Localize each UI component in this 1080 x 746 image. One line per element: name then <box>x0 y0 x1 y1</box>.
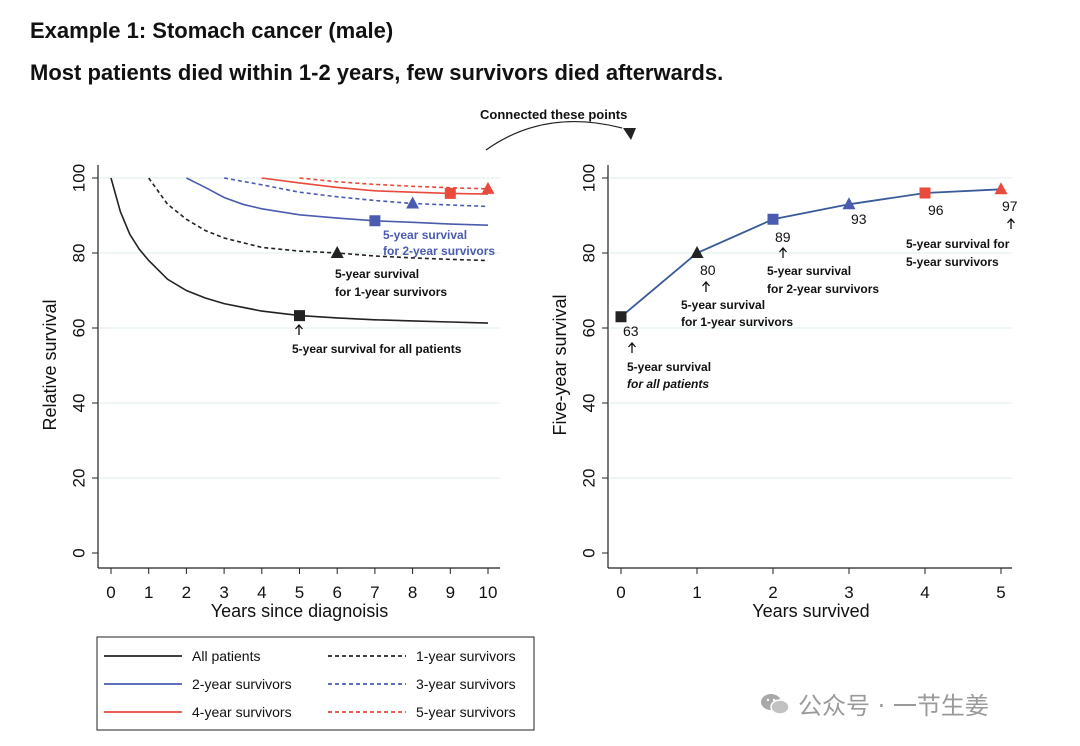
series-line <box>620 188 1002 318</box>
y-axis-label: Five-year survival <box>550 294 570 435</box>
data-marker <box>842 197 856 210</box>
legend-label: All patients <box>192 648 260 664</box>
annotation-text: 5-year survival <box>681 298 765 312</box>
y-tick-label: 80 <box>69 244 88 263</box>
annotation-text: 5-year survival for all patients <box>292 342 462 356</box>
data-marker <box>330 246 344 258</box>
annotation-text: 5-year survival <box>767 264 851 278</box>
x-axis-label: Years survived <box>752 601 869 621</box>
annotation-text: 5-year survival <box>627 360 711 374</box>
data-label: 89 <box>775 229 791 245</box>
y-tick-label: 80 <box>579 244 598 263</box>
x-tick-label: 4 <box>257 583 266 602</box>
x-tick-label: 0 <box>616 583 625 602</box>
annotation-text: for 1-year survivors <box>335 285 447 299</box>
y-tick-label: 100 <box>579 164 598 192</box>
annotation-text: for all patients <box>627 377 709 391</box>
x-tick-label: 3 <box>844 583 853 602</box>
y-tick-label: 60 <box>69 319 88 338</box>
series-line <box>110 177 489 324</box>
x-tick-label: 9 <box>446 583 455 602</box>
y-tick-label: 0 <box>69 548 88 557</box>
annotation-arrow <box>779 247 787 258</box>
series-line <box>186 177 489 226</box>
y-tick-label: 40 <box>69 394 88 413</box>
x-tick-label: 2 <box>768 583 777 602</box>
data-marker <box>444 187 456 199</box>
legend-label: 5-year survivors <box>416 704 516 720</box>
connector-arrowhead <box>623 128 636 140</box>
legend-label: 1-year survivors <box>416 648 516 664</box>
wechat-icon <box>761 693 790 715</box>
connector-arrow <box>485 120 623 151</box>
data-label: 93 <box>851 211 867 227</box>
data-marker <box>294 310 305 322</box>
page-title: Example 1: Stomach cancer (male) <box>30 18 394 43</box>
y-tick-label: 20 <box>69 469 88 488</box>
annotation-text: 5-year survival for <box>906 237 1010 251</box>
data-marker <box>369 215 381 227</box>
connector-label: Connected these points <box>480 107 627 122</box>
data-marker <box>615 311 627 323</box>
x-tick-label: 5 <box>295 583 304 602</box>
x-tick-label: 3 <box>219 583 228 602</box>
watermark: 公众号 · 一节生姜 <box>760 686 989 721</box>
x-tick-label: 0 <box>106 583 115 602</box>
legend-label: 4-year survivors <box>192 704 292 720</box>
data-marker <box>481 181 495 194</box>
x-tick-label: 1 <box>692 583 701 602</box>
series-line <box>148 177 489 262</box>
y-tick-label: 60 <box>579 319 598 338</box>
x-tick-label: 6 <box>332 583 341 602</box>
x-tick-label: 8 <box>408 583 417 602</box>
x-tick-label: 2 <box>182 583 191 602</box>
page-subtitle: Most patients died within 1-2 years, few… <box>30 60 724 85</box>
annotation-text: 5-year survival <box>335 267 419 281</box>
x-tick-label: 5 <box>996 583 1005 602</box>
data-marker <box>919 187 931 199</box>
annotation-text: 5-year survival <box>383 228 467 242</box>
legend-label: 3-year survivors <box>416 676 516 692</box>
y-tick-label: 100 <box>69 164 88 192</box>
data-marker <box>994 182 1008 195</box>
data-label: 63 <box>623 323 639 339</box>
annotation-text: for 1-year survivors <box>681 315 793 329</box>
annotation-arrow <box>702 281 710 292</box>
legend-label: 2-year survivors <box>192 676 292 692</box>
x-tick-label: 1 <box>144 583 153 602</box>
x-axis-label: Years since diagnoisis <box>211 601 388 621</box>
data-marker <box>767 213 779 225</box>
series-line <box>299 177 489 190</box>
data-label: 80 <box>700 262 716 278</box>
x-tick-label: 7 <box>370 583 379 602</box>
y-tick-label: 40 <box>579 394 598 413</box>
y-tick-label: 20 <box>579 469 598 488</box>
annotation-text: for 2-year survivors <box>383 244 495 258</box>
data-label: 97 <box>1002 198 1018 214</box>
x-tick-label: 10 <box>479 583 498 602</box>
annotation-arrow <box>1007 218 1015 229</box>
x-tick-label: 4 <box>920 583 929 602</box>
annotation-text: 5-year survivors <box>906 255 999 269</box>
watermark-text: 公众号 · 一节生姜 <box>798 692 989 720</box>
data-marker <box>690 246 704 258</box>
chart-panel-1: 0 20 40 60 80 100 0 1 2 3 4 5 6 7 8 9 10 Years since diag… <box>40 164 500 621</box>
annotation-arrow <box>628 342 636 353</box>
y-tick-label: 0 <box>579 548 598 557</box>
annotation-text: for 2-year survivors <box>767 282 879 296</box>
data-label: 96 <box>928 202 944 218</box>
annotation-arrow <box>295 324 303 335</box>
chart-panel-2: 0 20 40 60 80 100 0 1 2 3 4 5 Years survived Five-yea… <box>550 164 1012 621</box>
series-line <box>223 177 489 208</box>
y-axis-label: Relative survival <box>40 299 60 430</box>
data-marker <box>406 196 420 209</box>
